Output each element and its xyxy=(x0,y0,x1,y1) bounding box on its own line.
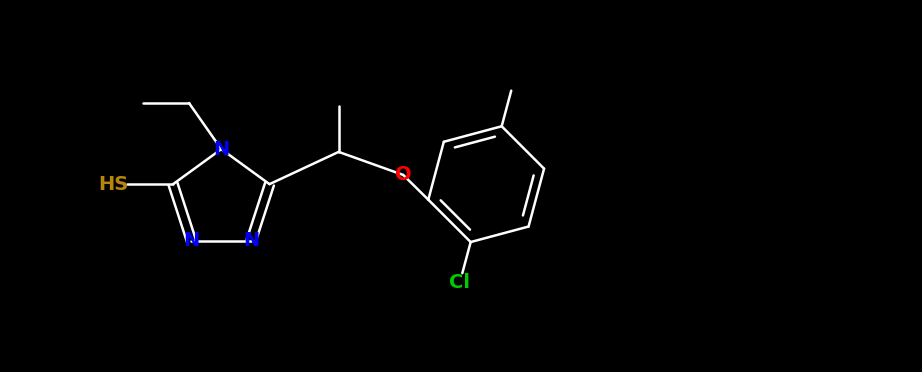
Text: Cl: Cl xyxy=(449,273,470,292)
Text: N: N xyxy=(243,231,259,250)
Text: N: N xyxy=(183,231,199,250)
Text: HS: HS xyxy=(98,175,128,194)
Text: O: O xyxy=(395,166,411,185)
Text: N: N xyxy=(213,140,230,158)
